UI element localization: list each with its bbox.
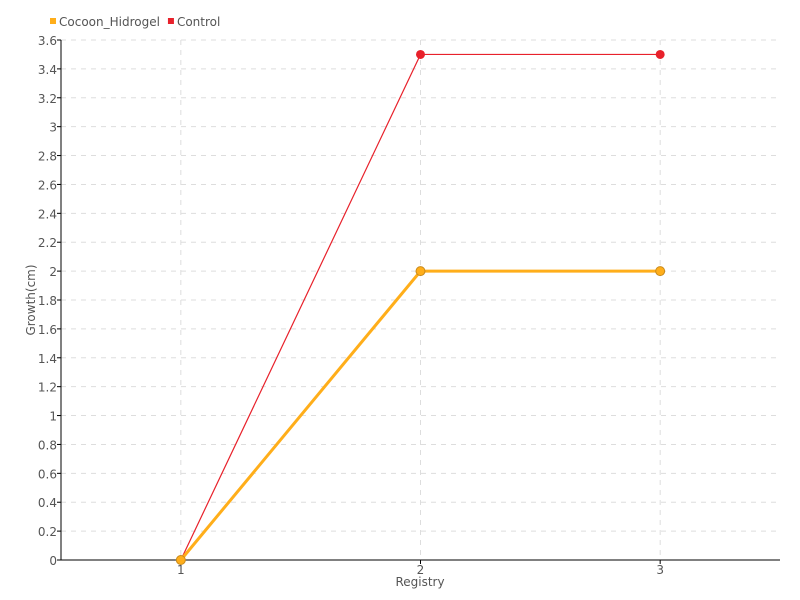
y-tick-label: 3 <box>49 121 57 135</box>
series-group <box>175 49 666 565</box>
legend-swatch <box>167 18 174 24</box>
y-tick-label: 1.6 <box>38 323 57 337</box>
y-tick-label: 1.4 <box>38 352 57 366</box>
x-tick-label: 2 <box>417 563 425 577</box>
x-tick-label: 3 <box>656 563 664 577</box>
y-tick-label: 2.2 <box>38 236 57 250</box>
y-tick-label: 2 <box>49 265 57 279</box>
data-point-control <box>655 49 665 59</box>
y-tick-label: 0.2 <box>38 525 57 539</box>
data-point-cocoon_hidrogel <box>415 266 426 277</box>
legend-swatch <box>50 18 56 24</box>
y-tick-label: 3.4 <box>38 63 57 77</box>
y-tick-label: 2.4 <box>38 207 57 221</box>
data-point-cocoon_hidrogel <box>655 266 666 277</box>
x-axis-label: Registry <box>395 575 444 589</box>
legend: Cocoon_Hidrogel Control <box>50 15 220 29</box>
y-tick-label: 1 <box>49 410 57 424</box>
x-tick-label: 1 <box>177 563 185 577</box>
y-axis-label: Growth(cm) <box>24 264 38 335</box>
data-point-cocoon_hidrogel <box>175 555 186 565</box>
y-tick-label: 0.4 <box>38 496 57 510</box>
legend-label: Control <box>177 15 220 29</box>
y-tick-label: 3.2 <box>38 92 57 106</box>
grid <box>61 39 780 560</box>
y-tick-label: 1.2 <box>38 381 57 395</box>
y-tick-label: 2.6 <box>38 178 57 192</box>
legend-label: Cocoon_Hidrogel <box>59 15 160 29</box>
y-tick-label: 3.6 <box>38 34 57 48</box>
y-tick-label: 2.8 <box>38 150 57 164</box>
y-tick-label: 1.8 <box>38 294 57 308</box>
y-tick-label: 0 <box>49 554 57 568</box>
y-tick-label: 0.6 <box>38 467 57 481</box>
data-point-control <box>416 49 425 59</box>
axes: 0 0.2 0.4 0.6 0.8 1 1.2 1.4 1.6 1.8 2 2.2 2.4 2.6 2.8 3… <box>38 34 780 577</box>
y-tick-label: 0.8 <box>38 438 57 452</box>
